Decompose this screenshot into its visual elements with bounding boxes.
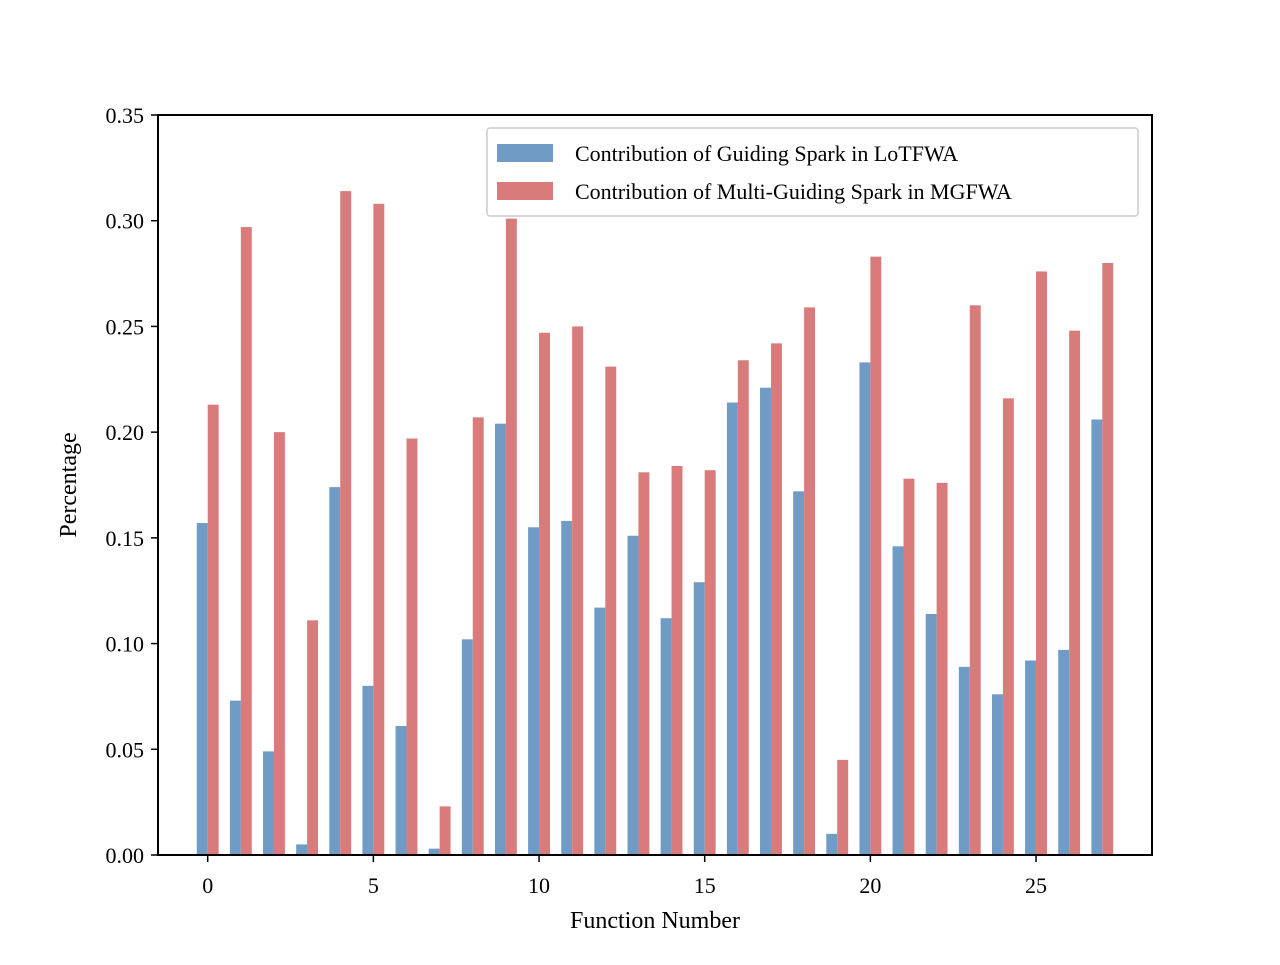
bar-series-2-function-2 [273, 432, 285, 855]
y-tick-label-0.10: 0.10 [106, 632, 145, 657]
x-axis-label: Function Number [570, 908, 740, 934]
bar-series-2-function-24 [1002, 398, 1014, 855]
bar-series-1-function-9 [494, 423, 506, 855]
y-tick-label-0.30: 0.30 [106, 209, 145, 234]
bar-series-1-function-25 [1025, 660, 1037, 855]
bar-series-2-function-21 [903, 478, 915, 855]
bar-series-2-function-9 [505, 218, 517, 856]
bar-series-1-function-1 [229, 700, 241, 855]
bar-series-2-function-15 [704, 470, 716, 855]
bar-series-2-function-6 [406, 438, 418, 855]
bar-series-2-function-7 [439, 806, 451, 855]
bar-series-1-function-0 [196, 523, 208, 855]
bar-series-1-function-4 [329, 487, 341, 855]
bar-series-2-function-0 [207, 404, 219, 855]
bar-series-1-function-20 [859, 362, 871, 855]
bar-series-2-function-12 [605, 366, 617, 855]
bar-series-2-function-25 [1036, 271, 1047, 856]
y-axis-label: Percentage [56, 432, 82, 537]
bar-series-1-function-21 [892, 546, 904, 855]
bar-series-1-function-13 [627, 535, 639, 855]
bar-series-2-function-23 [969, 305, 981, 855]
legend: Contribution of Guiding Spark in LoTFWA C… [486, 127, 1139, 217]
legend-swatch-series-1 [497, 144, 553, 162]
bar-series-2-function-3 [307, 620, 319, 855]
y-tick-label-0.25: 0.25 [106, 314, 145, 339]
y-tick-label-0.15: 0.15 [106, 526, 145, 551]
bar-series-1-function-24 [991, 694, 1003, 855]
legend-label-series-1: Contribution of Guiding Spark in LoTFWA [575, 141, 958, 166]
x-tick-label-5: 5 [368, 873, 379, 898]
bar-series-1-function-14 [660, 618, 672, 855]
bar-series-1-function-16 [726, 402, 738, 855]
bar-series-2-function-22 [936, 482, 948, 855]
bar-series-1-function-5 [362, 685, 374, 855]
x-tick-label-0: 0 [202, 873, 213, 898]
bar-series-1-function-7 [428, 848, 440, 855]
x-axis-ticks: 0 5 10 15 20 25 [202, 855, 1047, 898]
bar-series-1-function-26 [1058, 649, 1070, 855]
bar-series-1-function-27 [1091, 419, 1103, 855]
bar-series-2-function-11 [572, 326, 584, 855]
y-tick-label-0.20: 0.20 [106, 420, 145, 445]
bar-series-1-function-19 [826, 833, 838, 855]
bar-series-2-function-4 [340, 191, 352, 856]
bar-series-2-function-16 [737, 360, 749, 855]
bar-series-1-function-18 [793, 491, 805, 855]
bar-series-2-function-18 [804, 307, 816, 855]
bar-series-1-function-17 [760, 387, 771, 855]
x-tick-label-15: 15 [694, 873, 716, 898]
legend-label-series-2: Contribution of Multi-Guiding Spark in M… [575, 179, 1012, 204]
x-tick-label-20: 20 [859, 873, 881, 898]
bar-series-1-function-23 [958, 666, 970, 855]
x-tick-label-10: 10 [528, 873, 550, 898]
bar-series-2-function-8 [472, 417, 484, 855]
bar-series-2-function-27 [1102, 263, 1114, 855]
y-axis-ticks: 0.00 0.05 0.10 0.15 0.20 0.25 0.30 0.35 [106, 103, 158, 868]
legend-swatch-series-2 [497, 182, 553, 200]
bar-series-2-function-5 [373, 203, 385, 856]
bar-series-1-function-15 [693, 582, 705, 855]
y-tick-label-0.00: 0.00 [106, 843, 145, 868]
bar-series-1-function-10 [528, 527, 540, 855]
bar-series-2-function-19 [837, 759, 849, 855]
bar-series-1-function-11 [561, 520, 573, 855]
y-tick-label-0.05: 0.05 [106, 737, 145, 762]
bar-series-1-function-12 [594, 607, 606, 855]
plot-frame [157, 114, 1153, 856]
bar-series-1-function-3 [296, 844, 308, 855]
bar-series-1-function-22 [925, 613, 937, 855]
y-tick-label-0.35: 0.35 [106, 103, 145, 128]
bar-series-2-function-14 [671, 465, 683, 855]
x-tick-label-25: 25 [1025, 873, 1047, 898]
bar-series-2-function-13 [638, 472, 650, 855]
legend-box [486, 127, 1139, 217]
bars-layer [196, 191, 1114, 856]
bar-series-2-function-1 [240, 227, 252, 855]
bar-series-2-function-17 [770, 343, 782, 855]
bar-series-1-function-2 [263, 751, 274, 855]
bar-series-2-function-10 [539, 332, 550, 855]
bar-series-2-function-26 [1069, 330, 1081, 855]
bar-series-2-function-20 [870, 256, 882, 855]
bar-series-1-function-8 [461, 639, 473, 855]
bar-series-1-function-6 [395, 726, 407, 855]
